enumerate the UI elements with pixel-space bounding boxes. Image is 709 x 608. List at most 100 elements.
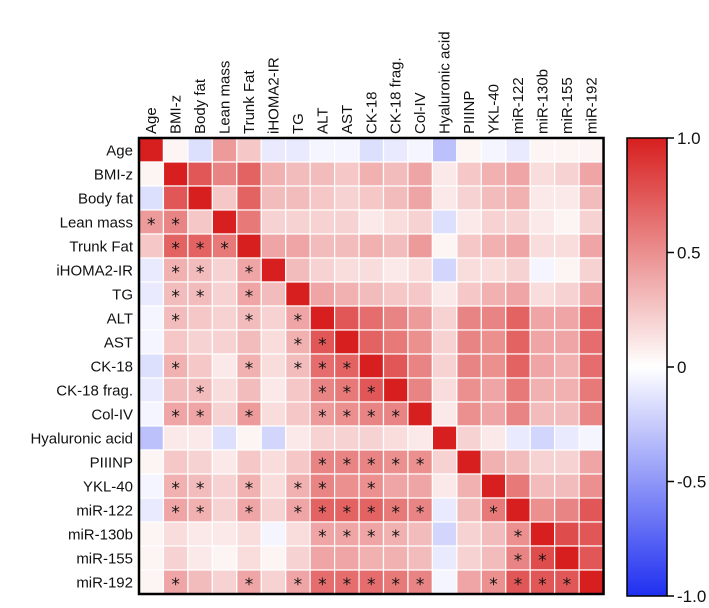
heatmap-cell-ck-18-frag-mir-155 <box>554 377 580 403</box>
heatmap-cell-ck-18-frag-mir-122 <box>505 377 531 403</box>
heatmap-cell-ast-mir-155 <box>554 329 580 355</box>
heatmap-cell-ykl-40-mir-130b <box>529 473 556 499</box>
heatmap-cell-trunk-fat-mir-155 <box>554 233 580 259</box>
heatmap-cell-age-age <box>138 137 165 163</box>
heatmap-cell-ast-hyaluronic-acid <box>431 329 458 355</box>
significance-star-mir-192-alt: * <box>318 575 327 595</box>
heatmap-cell-mir-192-ck-18-frag <box>382 569 409 595</box>
heatmap-cell-body-fat-mir-130b <box>529 185 556 211</box>
row-label-age: Age <box>106 143 133 160</box>
significance-star-mir-192-ykl-40: * <box>489 575 498 595</box>
heatmap-cell-mir-130b-tg <box>285 521 311 547</box>
significance-star-mir-192-bmi-z: * <box>171 575 180 595</box>
significance-star-mir-122-bmi-z: * <box>171 503 180 523</box>
heatmap-cell-ast-ast <box>334 329 360 355</box>
heatmap-frame <box>137 136 605 596</box>
heatmap-cell-ck-18-frag-age <box>138 377 165 403</box>
row-label-ihoma2-ir: iHOMA2-IR <box>56 263 133 280</box>
heatmap-cell-hyaluronic-acid-hyaluronic-acid <box>431 425 458 451</box>
heatmap-cell-age-body-fat <box>187 137 213 163</box>
heatmap-cell-col-iv-age <box>138 401 165 427</box>
heatmap-cell-trunk-fat-ykl-40 <box>480 233 507 259</box>
heatmap-cell-ck-18-frag-ihoma2-ir <box>260 377 287 403</box>
heatmap-cell-age-mir-155 <box>554 137 580 163</box>
heatmap-cell-mir-155-ihoma2-ir <box>260 545 287 571</box>
heatmap-cell-ck-18-frag-piiinp <box>456 377 482 403</box>
heatmap-cell-alt-mir-122 <box>505 305 531 331</box>
heatmap-cell-trunk-fat-mir-122 <box>505 233 531 259</box>
heatmap-cell-mir-155-mir-122 <box>505 545 531 571</box>
heatmap-cell-age-ykl-40 <box>480 137 507 163</box>
column-label-alt: ALT <box>314 108 331 134</box>
significance-star-mir-122-ck-18: * <box>367 503 376 523</box>
column-label-piiinp: PIIINP <box>461 91 478 134</box>
heatmap-cell-tg-ast <box>334 281 360 307</box>
heatmap-cell-mir-192-mir-155 <box>554 569 580 595</box>
heatmap-cell-col-iv-ck-18 <box>358 401 385 427</box>
heatmap-cell-mir-122-body-fat <box>187 497 213 523</box>
heatmap-cell-hyaluronic-acid-age <box>138 425 165 451</box>
heatmap-cell-ast-ihoma2-ir <box>260 329 287 355</box>
heatmap-cell-col-iv-mir-122 <box>505 401 531 427</box>
heatmap-cell-ykl-40-mir-122 <box>505 473 531 499</box>
heatmap-cell-ck-18-body-fat <box>187 353 213 379</box>
heatmap-cell-age-ck-18-frag <box>382 137 409 163</box>
heatmap-cell-bmi-z-alt <box>309 161 336 187</box>
heatmap-cell-hyaluronic-acid-alt <box>309 425 336 451</box>
heatmap-cell-ykl-40-ck-18-frag <box>382 473 409 499</box>
heatmap-cell-mir-130b-mir-192 <box>578 521 605 547</box>
row-label-col-iv: Col-IV <box>91 407 133 424</box>
heatmap-cell-hyaluronic-acid-mir-130b <box>529 425 556 451</box>
heatmap-cell-mir-130b-body-fat <box>187 521 213 547</box>
heatmap-cell-mir-192-col-iv <box>407 569 434 595</box>
heatmap-cell-body-fat-hyaluronic-acid <box>431 185 458 211</box>
heatmap-cell-lean-mass-mir-122 <box>505 209 531 235</box>
heatmap-cell-body-fat-ck-18 <box>358 185 385 211</box>
heatmap-cell-hyaluronic-acid-bmi-z <box>162 425 189 451</box>
heatmap-cell-mir-155-bmi-z <box>162 545 189 571</box>
heatmap-cell-ykl-40-hyaluronic-acid <box>431 473 458 499</box>
heatmap-cell-mir-130b-piiinp <box>456 521 482 547</box>
heatmap-cell-piiinp-lean-mass <box>211 449 238 475</box>
significance-star-mir-192-ck-18: * <box>367 575 376 595</box>
heatmap-cell-body-fat-trunk-fat <box>236 185 262 211</box>
heatmap-cell-ihoma2-ir-ck-18-frag <box>382 257 409 283</box>
heatmap-cell-trunk-fat-age <box>138 233 165 259</box>
heatmap-cell-col-iv-mir-192 <box>578 401 605 427</box>
column-label-col-iv: Col-IV <box>412 92 429 134</box>
heatmap-cell-ast-lean-mass <box>211 329 238 355</box>
heatmap-cell-col-iv-hyaluronic-acid <box>431 401 458 427</box>
heatmap-cell-mir-130b-col-iv <box>407 521 434 547</box>
significance-star-alt-trunk-fat: * <box>245 311 254 331</box>
heatmap-cell-ck-18-mir-155 <box>554 353 580 379</box>
heatmap-cell-mir-192-ck-18 <box>358 569 385 595</box>
heatmap-cell-age-hyaluronic-acid <box>431 137 458 163</box>
heatmap-cell-ykl-40-age <box>138 473 165 499</box>
heatmap-cell-age-piiinp <box>456 137 482 163</box>
heatmap-cell-lean-mass-tg <box>285 209 311 235</box>
heatmap-cell-mir-192-bmi-z <box>162 569 189 595</box>
heatmap-cell-ast-ck-18 <box>358 329 385 355</box>
heatmap-cell-ykl-40-ykl-40 <box>480 473 507 499</box>
row-label-trunk-fat: Trunk Fat <box>69 239 133 256</box>
significance-star-tg-body-fat: * <box>196 287 205 307</box>
heatmap-cell-body-fat-age <box>138 185 165 211</box>
heatmap-cell-ck-18-col-iv <box>407 353 434 379</box>
heatmap-cell-body-fat-col-iv <box>407 185 434 211</box>
significance-star-tg-trunk-fat: * <box>245 287 254 307</box>
heatmap-cell-tg-col-iv <box>407 281 434 307</box>
column-label-mir-122: miR-122 <box>510 77 527 134</box>
heatmap-cell-mir-122-age <box>138 497 165 523</box>
heatmap-cell-mir-155-age <box>138 545 165 571</box>
heatmap-cell-ck-18-ykl-40 <box>480 353 507 379</box>
heatmap-cell-alt-piiinp <box>456 305 482 331</box>
heatmap-cell-col-iv-alt <box>309 401 336 427</box>
significance-star-ck-18-frag-ck-18: * <box>367 383 376 403</box>
significance-star-col-iv-body-fat: * <box>196 407 205 427</box>
colorbar-tick-label: 0.5 <box>677 244 701 263</box>
heatmap-cell-lean-mass-ast <box>334 209 360 235</box>
significance-star-trunk-fat-bmi-z: * <box>171 239 180 259</box>
significance-star-ck-18-frag-alt: * <box>318 383 327 403</box>
heatmap-cell-trunk-fat-mir-192 <box>578 233 605 259</box>
